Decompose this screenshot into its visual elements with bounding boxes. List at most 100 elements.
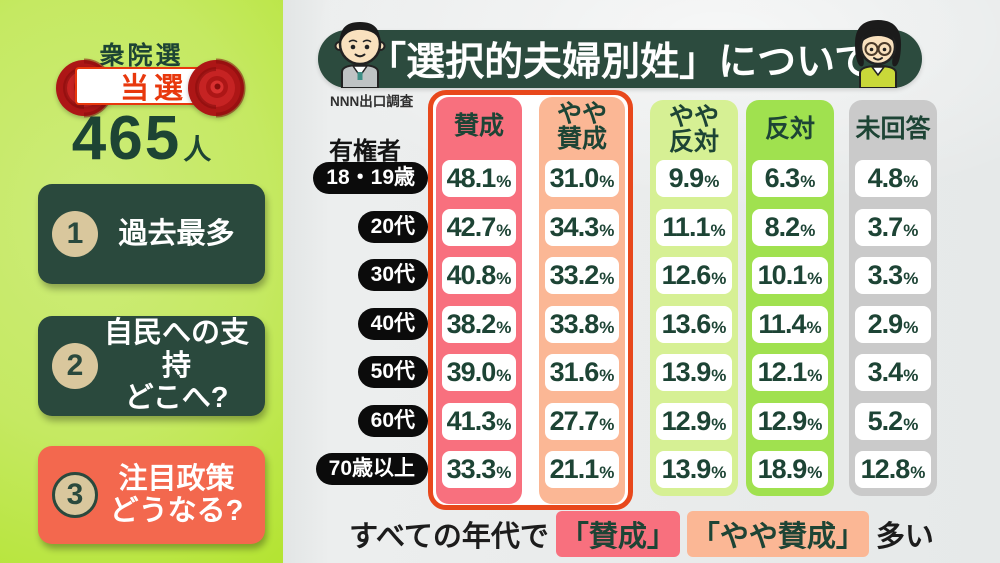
- value-unit: %: [903, 269, 919, 288]
- column-header: やや 反対: [650, 100, 738, 160]
- row-label-holder: 50代: [286, 356, 428, 388]
- value-text: 40.8: [446, 260, 497, 290]
- value-text: 12.6: [661, 260, 712, 290]
- conclusion-prefix: すべての年代で: [349, 521, 549, 553]
- conclusion-suffix: 多い: [875, 521, 934, 553]
- value-unit: %: [496, 318, 512, 337]
- column-2: やや 反対 9.9% 11.1% 12.6% 13.6% 13.9% 12.9% 13.9%: [650, 100, 738, 496]
- value-unit: %: [910, 463, 926, 482]
- page-title: 「選択的夫婦別姓」について: [367, 41, 873, 84]
- column-header-line: 賛成: [453, 112, 504, 141]
- row-label-pill: 60代: [357, 405, 428, 437]
- value-text: 12.9: [757, 406, 808, 436]
- value-unit: %: [496, 463, 512, 482]
- value-text: 3.3: [867, 260, 904, 290]
- topic-number: 1: [52, 211, 98, 257]
- value-unit: %: [496, 269, 512, 288]
- topic-number: 2: [52, 343, 98, 389]
- value-cell: 13.9%: [656, 451, 732, 488]
- value-cell: 31.6%: [545, 354, 619, 391]
- value-cell: 12.9%: [752, 403, 828, 440]
- column-header: やや 賛成: [539, 97, 625, 157]
- value-unit: %: [807, 366, 823, 385]
- row-label-holder: 20代: [286, 211, 428, 243]
- topic-line: どこへ?: [124, 382, 229, 415]
- topic-card-1: 1 過去最多: [38, 184, 265, 284]
- row-label-holder: 60代: [286, 405, 428, 437]
- topic-line: 自民への支持: [103, 317, 249, 382]
- value-text: 41.3: [446, 406, 497, 436]
- value-text: 12.8: [860, 454, 911, 484]
- value-cell: 9.9%: [656, 160, 732, 197]
- value-unit: %: [807, 463, 823, 482]
- value-text: 33.3: [446, 454, 497, 484]
- value-cell: 10.1%: [752, 257, 828, 294]
- value-unit: %: [800, 221, 816, 240]
- column-header-line: 賛成: [556, 125, 607, 153]
- value-text: 27.7: [549, 406, 600, 436]
- value-cell: 40.8%: [442, 257, 516, 294]
- column-header: 反対: [746, 100, 834, 160]
- somewhat-agree-tag: 「やや賛成」: [686, 511, 869, 557]
- value-unit: %: [711, 463, 727, 482]
- value-text: 31.6: [549, 357, 600, 387]
- value-text: 33.2: [549, 260, 600, 290]
- voters-axis-label: 有権者: [329, 138, 401, 165]
- value-text: 12.9: [661, 406, 712, 436]
- value-text: 9.9: [668, 163, 705, 193]
- value-cell: 31.0%: [545, 160, 619, 197]
- topic-number: 3: [52, 472, 98, 518]
- value-text: 33.8: [549, 309, 600, 339]
- agree-tag: 「賛成」: [555, 511, 680, 557]
- value-unit: %: [807, 415, 823, 434]
- value-unit: %: [704, 172, 720, 191]
- elected-label: 当選: [119, 73, 188, 105]
- row-label-pill: 70歳以上: [315, 453, 428, 485]
- column-header: 未回答: [849, 100, 937, 160]
- row-label-holder: 40代: [286, 308, 428, 340]
- value-text: 5.2: [867, 406, 904, 436]
- column-3: 反対 6.3% 8.2% 10.1% 11.4% 12.1% 12.9% 18.9%: [746, 100, 834, 496]
- value-cell: 38.2%: [442, 306, 516, 343]
- elected-count-unit: 人: [183, 134, 212, 165]
- value-unit: %: [711, 269, 727, 288]
- male-presenter-icon: [334, 22, 386, 88]
- column-0: 賛成 48.1% 42.7% 40.8% 38.2% 39.0% 41.3% 33.3%: [436, 97, 522, 504]
- value-cell: 13.6%: [656, 306, 732, 343]
- value-cell: 39.0%: [442, 354, 516, 391]
- value-unit: %: [903, 415, 919, 434]
- column-header-line: 未回答: [855, 115, 931, 144]
- value-unit: %: [599, 318, 615, 337]
- value-cell: 11.4%: [752, 306, 828, 343]
- value-cell: 21.1%: [545, 451, 619, 488]
- value-text: 6.3: [764, 163, 801, 193]
- row-label-pill: 30代: [357, 259, 428, 291]
- value-text: 31.0: [549, 163, 600, 193]
- value-unit: %: [711, 318, 727, 337]
- row-label-holder: 70歳以上: [286, 453, 428, 485]
- row-label-holder: 30代: [286, 259, 428, 291]
- elected-count-number: 465: [71, 104, 182, 173]
- value-cell: 34.3%: [545, 209, 619, 246]
- column-4: 未回答 4.8% 3.7% 3.3% 2.9% 3.4% 5.2% 12.8%: [849, 100, 937, 496]
- value-cell: 3.3%: [855, 257, 931, 294]
- value-text: 3.4: [867, 357, 904, 387]
- value-text: 3.7: [867, 212, 904, 242]
- value-unit: %: [496, 221, 512, 240]
- value-cell: 12.1%: [752, 354, 828, 391]
- value-unit: %: [903, 172, 919, 191]
- topic-line: どうなる?: [109, 495, 244, 527]
- value-unit: %: [800, 172, 816, 191]
- value-text: 13.6: [661, 309, 712, 339]
- value-cell: 18.9%: [752, 451, 828, 488]
- column-header: 賛成: [436, 97, 522, 157]
- value-unit: %: [496, 366, 512, 385]
- poll-source-label: NNN出口調査: [330, 94, 414, 109]
- value-unit: %: [599, 366, 615, 385]
- value-text: 48.1: [446, 163, 497, 193]
- value-unit: %: [711, 366, 727, 385]
- value-text: 11.4: [758, 309, 806, 339]
- value-text: 13.9: [661, 357, 712, 387]
- topic-card-2: 2 自民への支持 どこへ?: [38, 316, 265, 416]
- value-text: 2.9: [867, 309, 904, 339]
